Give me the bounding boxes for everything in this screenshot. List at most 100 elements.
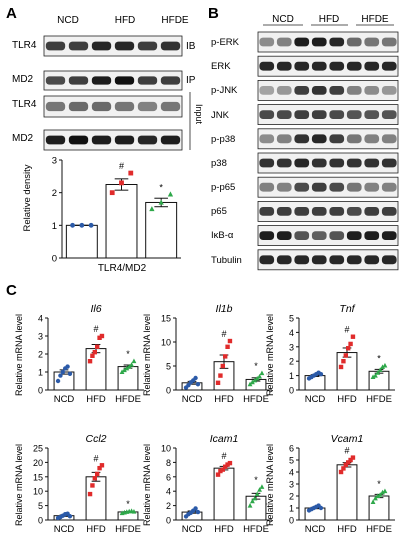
data-point [345, 346, 351, 351]
data-point [215, 380, 221, 385]
y-tick-label: 4 [289, 468, 294, 478]
data-point [225, 462, 230, 467]
blot-band [114, 41, 135, 51]
significance-hash: # [119, 161, 124, 171]
data-point [380, 364, 385, 369]
significance-star: * [159, 182, 163, 192]
blot-band [381, 231, 397, 240]
data-point [375, 493, 381, 498]
significance-hash: # [221, 451, 226, 461]
data-point [158, 199, 164, 205]
blot-band [45, 76, 66, 85]
data-point [254, 491, 260, 497]
significance-star: * [377, 354, 381, 364]
data-point [250, 379, 255, 385]
blot-band [346, 86, 362, 95]
data-point [252, 495, 258, 501]
data-point [58, 373, 63, 378]
data-point [250, 498, 255, 504]
y-tick-label: 1 [52, 221, 57, 232]
chart-ylabel: Relative mRNA level [14, 314, 24, 396]
data-point [131, 509, 137, 514]
blot-band [311, 231, 327, 240]
data-point [87, 491, 93, 497]
blot-b-p-p38 [257, 128, 399, 150]
blot-b-p-p65 [257, 176, 399, 198]
blot-band [311, 158, 327, 168]
data-point [126, 363, 132, 369]
bar [85, 348, 107, 391]
data-point [65, 364, 70, 369]
blot-band [311, 86, 327, 95]
data-point [373, 495, 378, 501]
data-point [350, 334, 356, 339]
blot-a-tlr4-ib [43, 35, 183, 57]
blot-band [329, 61, 345, 71]
data-point [129, 362, 134, 367]
blot-band [381, 110, 397, 119]
blot-b-p-erk [257, 31, 399, 53]
data-point [195, 382, 201, 387]
y-tick-label: 5 [289, 314, 294, 324]
chart-title: Icam1 [210, 433, 239, 445]
blot-band [381, 61, 397, 71]
blot-band [137, 41, 158, 51]
y-tick-label: 6 [166, 472, 171, 482]
category-label: HFDE [366, 524, 392, 535]
data-point [377, 367, 383, 372]
data-point [257, 373, 262, 379]
panel-b-letter: B [208, 5, 219, 22]
group-label-ncd: NCD [272, 14, 294, 25]
blot-band [114, 135, 135, 145]
blot-band [294, 37, 310, 47]
blot-band [294, 207, 310, 216]
data-point [97, 335, 102, 340]
blot-band [294, 86, 310, 95]
blot-band [329, 86, 345, 95]
data-point [60, 369, 66, 375]
chart-ylabel: Relative mRNA level [142, 444, 152, 526]
bar [105, 184, 138, 259]
blot-band [160, 41, 181, 51]
blot-band [276, 207, 292, 216]
blot-band [364, 86, 380, 95]
panel-a-group-labels: NCD HFD HFDE [57, 15, 189, 26]
data-point [87, 359, 93, 364]
blot-band [276, 255, 292, 265]
blot-band [346, 255, 362, 265]
y-tick-label: 10 [33, 487, 43, 497]
bar [65, 224, 98, 259]
blot-label-tlr4-input: TLR4 [12, 99, 37, 110]
data-point [94, 344, 100, 349]
category-label: NCD [182, 394, 203, 405]
ib-label: IB [186, 41, 196, 52]
chart-a-xlabel: TLR4/MD2 [98, 263, 147, 274]
y-tick-label: 6 [289, 444, 294, 454]
y-tick-label: 10 [161, 338, 171, 348]
data-point [128, 170, 134, 176]
blot-band [364, 255, 380, 265]
blot-label-p-erk: p-ERK [211, 37, 240, 48]
blot-a-md2-input [43, 129, 183, 151]
blot-label-p-jnk: p-JNK [211, 85, 238, 96]
y-tick-label: 0 [52, 254, 57, 265]
blot-band [346, 37, 362, 47]
input-label: Input [194, 104, 204, 125]
category-label: HFD [337, 394, 357, 405]
y-tick-label: 3 [289, 480, 294, 490]
blot-band [329, 207, 345, 216]
group-label-hfde: HFDE [361, 14, 389, 25]
category-label: NCD [54, 524, 75, 535]
significance-hash: # [221, 329, 226, 339]
data-point [370, 374, 376, 380]
blot-band [346, 134, 362, 144]
y-tick-label: 0 [166, 386, 171, 396]
blot-band [259, 37, 275, 47]
y-tick-label: 1 [289, 371, 294, 381]
y-tick-label: 0 [166, 516, 171, 526]
blot-band [276, 182, 292, 192]
blot-a-tlr4-input [43, 95, 183, 118]
chart-ylabel: Relative mRNA level [265, 444, 275, 526]
group-label-hfd: HFD [115, 15, 136, 26]
